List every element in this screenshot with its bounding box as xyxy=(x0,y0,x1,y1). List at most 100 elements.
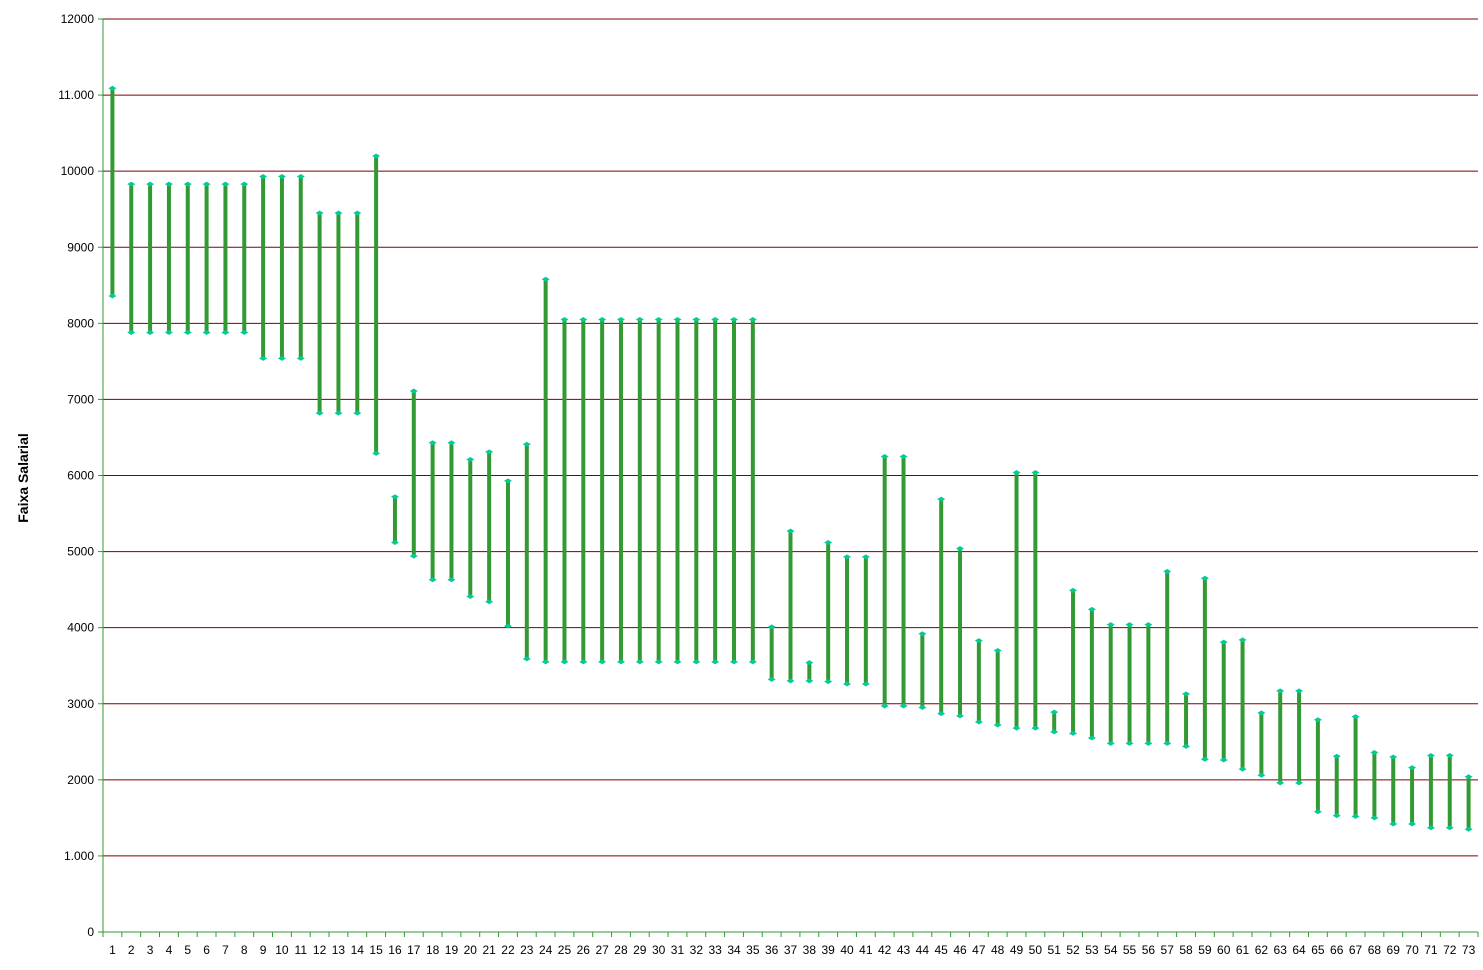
high-marker xyxy=(918,631,927,637)
high-marker xyxy=(579,317,588,323)
low-marker xyxy=(202,329,211,335)
low-marker xyxy=(560,659,569,665)
range-bar xyxy=(1445,752,1454,831)
range-bar xyxy=(748,317,757,665)
low-marker xyxy=(729,659,738,665)
low-marker xyxy=(748,659,757,665)
high-marker xyxy=(861,554,870,560)
x-tick-label: 30 xyxy=(652,943,666,957)
high-marker xyxy=(974,638,983,644)
gridlines xyxy=(103,18,1478,857)
x-tick-label: 49 xyxy=(1010,943,1024,957)
range-bar xyxy=(1426,752,1435,831)
high-marker xyxy=(240,181,249,187)
high-marker xyxy=(447,440,456,446)
x-tick-label: 67 xyxy=(1349,943,1363,957)
x-tick-label: 23 xyxy=(520,943,534,957)
y-tick-label: 8000 xyxy=(67,316,94,330)
low-marker xyxy=(635,659,644,665)
low-marker xyxy=(296,355,305,361)
low-marker xyxy=(899,703,908,709)
high-marker xyxy=(1050,709,1059,715)
range-bar xyxy=(277,173,286,361)
range-bar xyxy=(108,85,117,299)
x-tick-label: 21 xyxy=(482,943,496,957)
range-bar xyxy=(1087,606,1096,741)
x-tick-label: 1 xyxy=(109,943,116,957)
high-marker xyxy=(805,660,814,666)
x-tick-label: 11 xyxy=(295,943,308,957)
low-marker xyxy=(1295,780,1304,786)
low-marker xyxy=(692,659,701,665)
low-marker xyxy=(1313,809,1322,815)
y-tick-label: 11.000 xyxy=(58,88,94,102)
x-tick-label: 65 xyxy=(1311,943,1325,957)
y-tick-label: 9000 xyxy=(67,240,94,254)
y-tick-label: 6000 xyxy=(67,469,94,483)
range-bar xyxy=(485,449,494,605)
high-marker xyxy=(654,317,663,323)
high-marker xyxy=(1200,575,1209,581)
range-bar xyxy=(598,317,607,665)
low-marker xyxy=(240,329,249,335)
low-marker xyxy=(843,681,852,687)
low-marker xyxy=(353,410,362,416)
high-marker xyxy=(993,647,1002,653)
range-bar xyxy=(956,546,965,719)
high-marker xyxy=(334,210,343,216)
range-bar xyxy=(1295,688,1304,786)
axes xyxy=(98,18,1479,937)
x-tick-label: 73 xyxy=(1462,943,1476,957)
y-tick-label: 4000 xyxy=(67,621,94,635)
low-marker xyxy=(1031,725,1040,731)
range-bar xyxy=(692,317,701,665)
x-tick-label: 46 xyxy=(953,943,967,957)
range-bar xyxy=(786,528,795,684)
range-bar xyxy=(1464,774,1473,832)
x-tick-label: 43 xyxy=(897,943,911,957)
high-marker xyxy=(956,546,965,552)
x-tick-label: 57 xyxy=(1161,943,1175,957)
low-marker xyxy=(541,659,550,665)
x-tick-label: 47 xyxy=(972,943,986,957)
low-marker xyxy=(767,676,776,682)
low-marker xyxy=(1389,821,1398,827)
high-marker xyxy=(598,317,607,323)
low-marker xyxy=(579,659,588,665)
y-tick-label: 2000 xyxy=(67,773,94,787)
y-tick-label: 12000 xyxy=(61,12,95,26)
range-bar xyxy=(240,181,249,335)
high-marker xyxy=(503,478,512,484)
low-marker xyxy=(1200,756,1209,762)
high-marker xyxy=(635,317,644,323)
range-bar xyxy=(993,647,1002,728)
range-bar xyxy=(146,181,155,335)
high-marker xyxy=(1370,749,1379,755)
y-tick-label: 0 xyxy=(87,925,94,939)
low-marker xyxy=(711,659,720,665)
range-bar xyxy=(409,388,418,559)
x-tick-label: 58 xyxy=(1179,943,1193,957)
range-bar xyxy=(1408,765,1417,827)
x-tick-label: 20 xyxy=(464,943,478,957)
high-marker xyxy=(616,317,625,323)
low-marker xyxy=(918,705,927,711)
x-tick-label: 29 xyxy=(633,943,647,957)
range-bar xyxy=(1144,622,1153,746)
x-tick-label: 69 xyxy=(1387,943,1401,957)
x-tick-label: 24 xyxy=(539,943,553,957)
high-marker xyxy=(729,317,738,323)
high-marker xyxy=(259,173,268,179)
range-bar xyxy=(221,181,230,335)
range-bar xyxy=(503,478,512,629)
high-marker xyxy=(748,317,757,323)
low-marker xyxy=(1125,740,1134,746)
high-marker xyxy=(767,624,776,630)
high-marker xyxy=(1219,639,1228,645)
x-tick-label: 72 xyxy=(1443,943,1457,957)
y-axis-label: Faixa Salarial xyxy=(15,433,31,523)
x-tick-label: 36 xyxy=(765,943,779,957)
low-marker xyxy=(372,450,381,456)
low-marker xyxy=(485,599,494,605)
low-marker xyxy=(1370,815,1379,821)
